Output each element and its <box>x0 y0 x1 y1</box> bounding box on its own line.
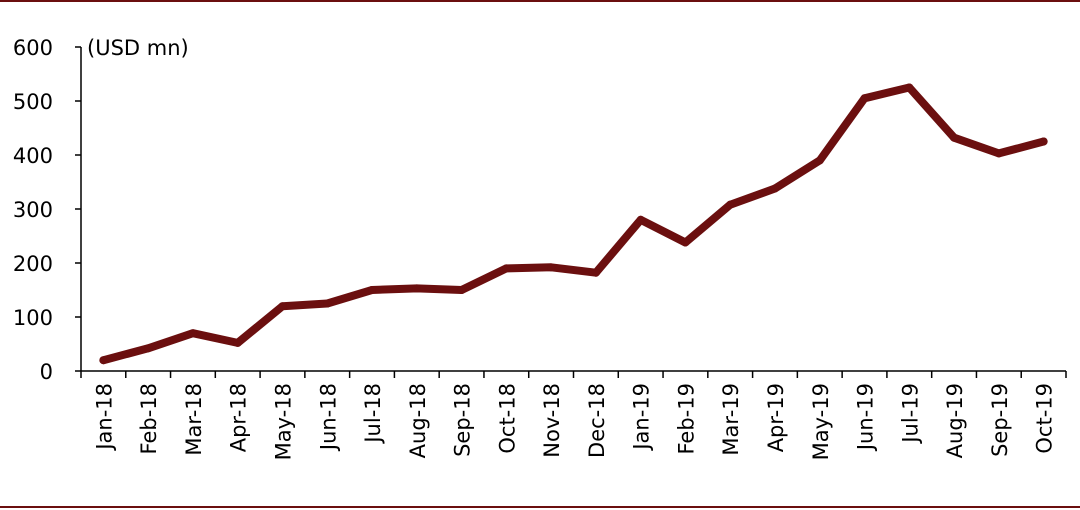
x-tick-label: Jan-19 <box>630 383 654 452</box>
data-point <box>412 284 421 293</box>
data-point <box>994 149 1003 158</box>
x-tick-label: Mar-19 <box>719 383 743 456</box>
x-tick-label: Feb-18 <box>137 383 161 454</box>
x-tick-label: May-19 <box>809 383 833 460</box>
data-point <box>188 329 197 338</box>
data-point <box>815 156 824 165</box>
y-axis: 0 100 200 300 400 500 600 <box>13 36 82 384</box>
data-point <box>860 94 869 103</box>
x-axis: Jan-18 Feb-18 Mar-18 Apr-18 May-18 Jun-18 Jul-… <box>80 370 1067 460</box>
x-tick-label: Dec-18 <box>585 383 609 458</box>
x-tick-label: Oct-18 <box>495 383 519 454</box>
data-point <box>547 263 556 272</box>
x-tick-label: Oct-19 <box>1033 383 1057 454</box>
data-point <box>502 264 511 273</box>
x-tick-label: Sep-19 <box>988 383 1012 457</box>
data-point <box>144 344 153 353</box>
x-tick-label: Feb-19 <box>674 383 698 454</box>
unit-label: (USD mn) <box>87 36 189 60</box>
x-tick-label: Aug-19 <box>943 383 967 458</box>
data-point <box>681 238 690 247</box>
data-point <box>905 83 914 92</box>
data-point <box>770 184 779 193</box>
data-point <box>323 299 332 308</box>
data-point <box>457 286 466 294</box>
y-tick-label: 300 <box>13 198 53 222</box>
x-tick-label: Jan-18 <box>92 383 116 452</box>
data-point <box>726 200 735 209</box>
x-tick-label: Jul-19 <box>898 383 922 445</box>
y-tick-label: 600 <box>13 36 53 60</box>
bottom-border <box>0 506 1080 508</box>
x-tick-label: Jul-18 <box>361 383 385 445</box>
data-point <box>368 286 377 294</box>
y-tick-label: 200 <box>13 252 53 276</box>
x-tick-label: Nov-18 <box>540 383 564 458</box>
series-line <box>99 83 1048 365</box>
data-point <box>278 302 287 311</box>
y-tick-label: 0 <box>40 360 53 384</box>
data-point <box>1039 137 1048 146</box>
series-line-group <box>99 83 1048 365</box>
x-tick-label: Sep-18 <box>451 383 475 457</box>
data-point <box>950 133 959 142</box>
x-tick-label: Jun-19 <box>854 383 878 452</box>
x-tick-label: May-18 <box>271 383 295 460</box>
data-point <box>99 356 108 365</box>
y-tick-label: 400 <box>13 144 53 168</box>
data-point <box>636 215 645 224</box>
y-tick-label: 500 <box>13 90 53 114</box>
x-tick-label: Apr-19 <box>764 383 788 452</box>
y-tick-label: 100 <box>13 306 53 330</box>
data-point <box>591 268 600 277</box>
data-point <box>233 338 242 347</box>
x-tick-label: Aug-18 <box>406 383 430 458</box>
x-tick-label: Jun-18 <box>316 383 340 452</box>
x-tick-label: Mar-18 <box>182 383 206 456</box>
x-tick-label: Apr-18 <box>227 383 251 452</box>
top-border <box>0 0 1080 2</box>
